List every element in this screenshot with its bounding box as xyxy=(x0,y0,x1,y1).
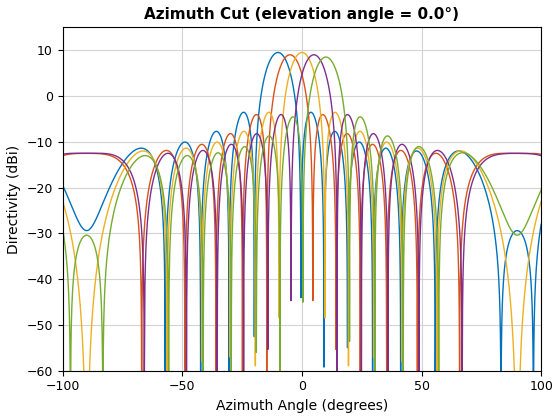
Y-axis label: Directivity (dBi): Directivity (dBi) xyxy=(7,144,21,254)
Title: Azimuth Cut (elevation angle = 0.0°): Azimuth Cut (elevation angle = 0.0°) xyxy=(144,7,459,22)
X-axis label: Azimuth Angle (degrees): Azimuth Angle (degrees) xyxy=(216,399,388,413)
